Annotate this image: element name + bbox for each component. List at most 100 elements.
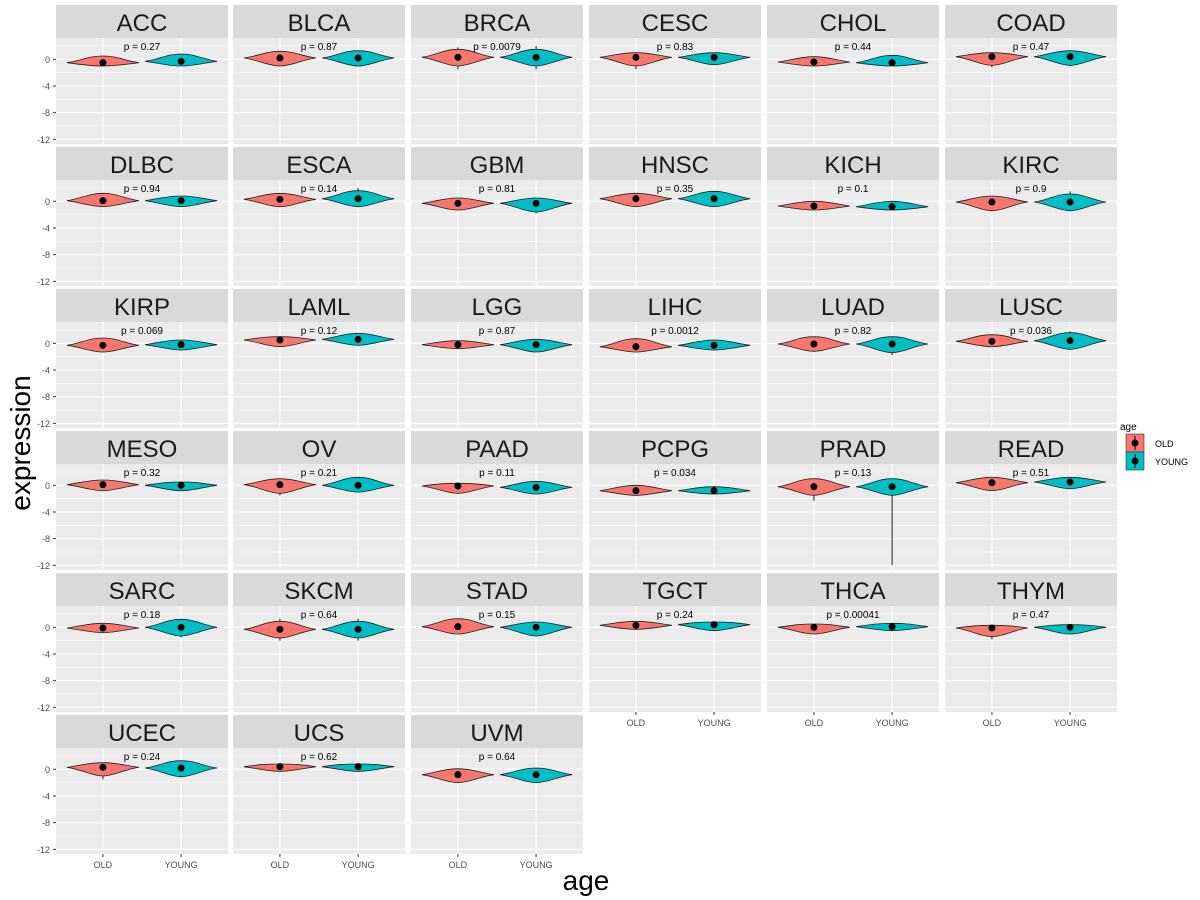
y-tick-label: -8 [42, 250, 50, 260]
panel-background [56, 606, 228, 712]
legend-key-young-dot [1131, 457, 1139, 465]
mean-point-young [1066, 198, 1074, 206]
p-value-label: p = 0.069 [121, 326, 163, 337]
facet-title: MESO [107, 436, 178, 463]
mean-point-young [354, 763, 362, 771]
mean-point-young [177, 57, 185, 65]
y-tick-label: -12 [37, 703, 50, 713]
facet-blca: BLCA p = 0.87 [233, 5, 405, 144]
facet-strip [589, 289, 761, 322]
facet-thca: THCA OLD YOUNG p = 0.00041 [767, 573, 939, 728]
y-tick-label: -4 [42, 224, 50, 234]
facet-title: READ [998, 436, 1065, 463]
facet-title: LUSC [999, 294, 1063, 321]
facet-strip [945, 289, 1117, 322]
mean-point-young [710, 487, 718, 495]
mean-point-young [354, 625, 362, 633]
mean-point-young [532, 771, 540, 779]
facet-sarc: SARC 0 -4 -8 -12 p = 0.18 [37, 573, 228, 713]
x-tick-label: YOUNG [698, 718, 731, 728]
facet-brca: BRCA p = 0.0079 [411, 5, 583, 144]
y-tick-label: -8 [42, 108, 50, 118]
mean-point-old [632, 487, 640, 495]
facet-cesc: CESC p = 0.83 [589, 5, 761, 144]
panel-background [589, 606, 761, 712]
facet-title: BRCA [464, 10, 531, 37]
mean-point-old [632, 195, 640, 203]
x-tick-label: YOUNG [342, 860, 375, 870]
p-value-label: p = 0.51 [1013, 468, 1050, 479]
p-value-label: p = 0.0079 [473, 42, 521, 53]
mean-point-old [988, 337, 996, 345]
mean-point-old [99, 624, 107, 632]
facet-title: PAAD [465, 436, 529, 463]
x-tick-label: YOUNG [876, 718, 909, 728]
mean-point-young [177, 197, 185, 205]
mean-point-young [888, 623, 896, 631]
mean-point-young [888, 483, 896, 491]
panel-background [411, 748, 583, 854]
facet-strip [945, 147, 1117, 180]
facet-strip [411, 715, 583, 748]
mean-point-young [177, 623, 185, 631]
mean-point-young [888, 59, 896, 67]
panel-background [56, 464, 228, 570]
facet-title: UVM [470, 720, 523, 747]
facet-kirc: KIRC p = 0.9 [945, 147, 1117, 286]
facet-gbm: GBM p = 0.81 [411, 147, 583, 286]
mean-point-young [354, 481, 362, 489]
panel-background [767, 464, 939, 570]
y-tick-label: -4 [42, 792, 50, 802]
panel-background [56, 38, 228, 144]
p-value-label: p = 0.82 [835, 326, 872, 337]
mean-point-old [454, 341, 462, 349]
mean-point-old [988, 198, 996, 206]
y-tick-label: -4 [42, 508, 50, 518]
facet-lusc: LUSC p = 0.036 [945, 289, 1117, 428]
mean-point-young [354, 195, 362, 203]
facet-dlbc: DLBC 0 -4 -8 -12 p = 0.94 [37, 147, 228, 287]
facet-strip [56, 5, 228, 38]
mean-point-young [1066, 478, 1074, 486]
legend-title: age [1120, 422, 1137, 433]
mean-point-old [99, 341, 107, 349]
facet-strip [411, 431, 583, 464]
mean-point-young [710, 195, 718, 203]
facet-title: CESC [642, 10, 709, 37]
facet-title: KIRP [114, 294, 170, 321]
facet-skcm: SKCM p = 0.64 [233, 573, 405, 712]
mean-point-old [454, 482, 462, 490]
panel-background [411, 464, 583, 570]
facet-pcpg: PCPG p = 0.034 [589, 431, 761, 570]
facet-strip [411, 573, 583, 606]
facet-strip [56, 289, 228, 322]
facet-strip [56, 147, 228, 180]
x-tick-label: OLD [271, 860, 290, 870]
facet-esca: ESCA p = 0.14 [233, 147, 405, 286]
facet-luad: LUAD p = 0.82 [767, 289, 939, 428]
facet-title: STAD [466, 578, 528, 605]
y-tick-label: -4 [42, 366, 50, 376]
p-value-label: p = 0.94 [124, 184, 161, 195]
y-tick-label: -12 [37, 277, 50, 287]
mean-point-young [532, 53, 540, 61]
panel-background [411, 180, 583, 286]
mean-point-old [810, 58, 818, 66]
p-value-label: p = 0.87 [479, 326, 516, 337]
p-value-label: p = 0.13 [835, 468, 872, 479]
mean-point-old [632, 343, 640, 351]
p-value-label: p = 0.24 [657, 610, 694, 621]
legend-label-young: YOUNG [1155, 457, 1188, 467]
p-value-label: p = 0.35 [657, 184, 694, 195]
panel-background [589, 464, 761, 570]
facet-uvm: UVM OLD YOUNG p = 0.64 [411, 715, 583, 870]
mean-point-old [276, 625, 284, 633]
mean-point-old [99, 197, 107, 205]
facet-laml: LAML p = 0.12 [233, 289, 405, 428]
p-value-label: p = 0.12 [301, 326, 338, 337]
facet-strip [767, 289, 939, 322]
facet-strip [233, 147, 405, 180]
facet-title: OV [302, 436, 337, 463]
facet-title: LUAD [821, 294, 885, 321]
mean-point-young [354, 335, 362, 343]
